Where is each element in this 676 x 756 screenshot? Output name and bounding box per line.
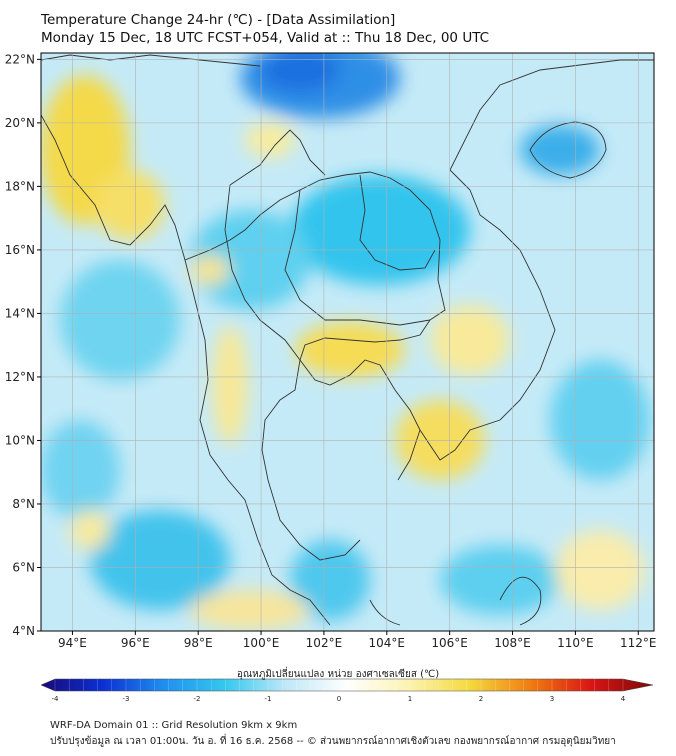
colorbar-bar: [40, 678, 654, 692]
footer-model-info: WRF-DA Domain 01 :: Grid Resolution 9km …: [50, 720, 298, 731]
colorbar-tick-label: 0: [337, 695, 341, 703]
colorbar-tick-label: -1: [265, 695, 272, 703]
lat-tick-label: 10°N: [5, 433, 35, 447]
colorbar-tick-label: -3: [123, 695, 130, 703]
lat-tick-label: 18°N: [5, 179, 35, 193]
colorbar-tick-label: 1: [408, 695, 412, 703]
lat-tick-label: 12°N: [5, 370, 35, 384]
lat-tick-label: 22°N: [5, 52, 35, 66]
colorbar-tick-label: 2: [479, 695, 483, 703]
colorbar-tick-label: -2: [194, 695, 201, 703]
lat-tick-label: 14°N: [5, 306, 35, 320]
lon-tick-label: 110°E: [557, 636, 594, 650]
chart-subtitle: Monday 15 Dec, 18 UTC FCST+054, Valid at…: [41, 30, 490, 46]
chart-title: Temperature Change 24-hr (℃) - [Data Ass…: [41, 12, 396, 28]
gridlines: [41, 53, 654, 632]
map-frame: [40, 52, 655, 632]
lon-tick-label: 104°E: [369, 636, 406, 650]
lon-tick-label: 100°E: [243, 636, 280, 650]
lat-tick-label: 16°N: [5, 243, 35, 257]
longitude-axis: 94°E 96°E 98°E 100°E 102°E 104°E 106°E 108°E 110…: [58, 631, 657, 650]
colorbar-tick-label: 4: [621, 695, 626, 703]
colorbar-tick-label: -4: [52, 695, 60, 703]
latitude-axis: 22°N 20°N 18°N 16°N 14°N 12°N 10°N 8°N 6°N 4°N: [5, 52, 41, 638]
lat-tick-label: 20°N: [5, 116, 35, 130]
lon-tick-label: 94°E: [58, 636, 87, 650]
colorbar-ticks: -4 -3 -2 -1 0 1 2 3 4: [52, 679, 626, 703]
coastlines: [41, 54, 654, 626]
colorbar-tick-label: 3: [550, 695, 554, 703]
lon-tick-label: 108°E: [494, 636, 531, 650]
lon-tick-label: 112°E: [620, 636, 657, 650]
colorbar-label: อุณหภูมิเปลี่ยนแปลง หน่วย องศาเซลเซียส (…: [236, 669, 440, 680]
lat-tick-label: 8°N: [12, 497, 35, 511]
footer-credit: ปรับปรุงข้อมูล ณ เวลา 01:00น. วัน อ. ที่…: [50, 736, 616, 747]
lat-tick-label: 6°N: [12, 560, 35, 574]
colorbar: -4 -3 -2 -1 0 1 2 3 4: [40, 678, 654, 703]
lat-tick-label: 4°N: [12, 624, 35, 638]
temperature-field: [41, 53, 654, 631]
lon-tick-label: 106°E: [431, 636, 468, 650]
lon-tick-label: 96°E: [121, 636, 150, 650]
lon-tick-label: 98°E: [184, 636, 213, 650]
lon-tick-label: 102°E: [306, 636, 343, 650]
